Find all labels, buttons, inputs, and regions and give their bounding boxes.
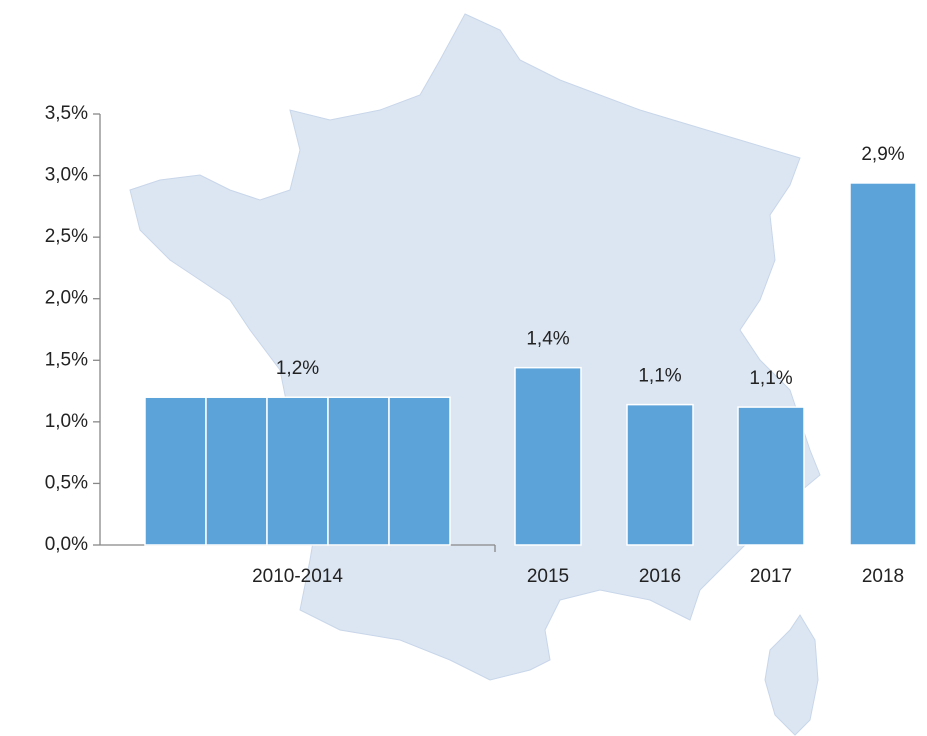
x-tick-label: 2010-2014 <box>252 566 343 587</box>
y-tick-label: 3,5% <box>45 103 88 124</box>
x-tick-label: 2018 <box>862 566 904 587</box>
y-tick-label: 1,0% <box>45 411 88 432</box>
x-tick-label: 2015 <box>527 566 569 587</box>
y-tick-label: 0,5% <box>45 472 88 493</box>
bar <box>327 396 390 546</box>
value-label: 2,9% <box>861 144 904 165</box>
value-label: 1,1% <box>638 366 681 387</box>
value-label: 1,1% <box>749 368 792 389</box>
bar <box>849 182 917 546</box>
bar <box>388 396 451 546</box>
y-tick-label: 1,5% <box>45 349 88 370</box>
bar <box>266 396 329 546</box>
bar <box>205 396 268 546</box>
x-tick-label: 2017 <box>750 566 792 587</box>
y-tick-label: 3,0% <box>45 165 88 186</box>
value-label: 1,2% <box>276 358 319 379</box>
bar <box>144 396 207 546</box>
bar <box>514 366 582 546</box>
bar <box>737 406 805 546</box>
bar <box>626 403 694 546</box>
x-tick-label: 2016 <box>639 566 681 587</box>
y-tick-label: 0,0% <box>45 534 88 555</box>
map-background <box>129 13 821 736</box>
y-tick-label: 2,0% <box>45 288 88 309</box>
value-label: 1,4% <box>526 329 569 350</box>
y-tick-label: 2,5% <box>45 226 88 247</box>
